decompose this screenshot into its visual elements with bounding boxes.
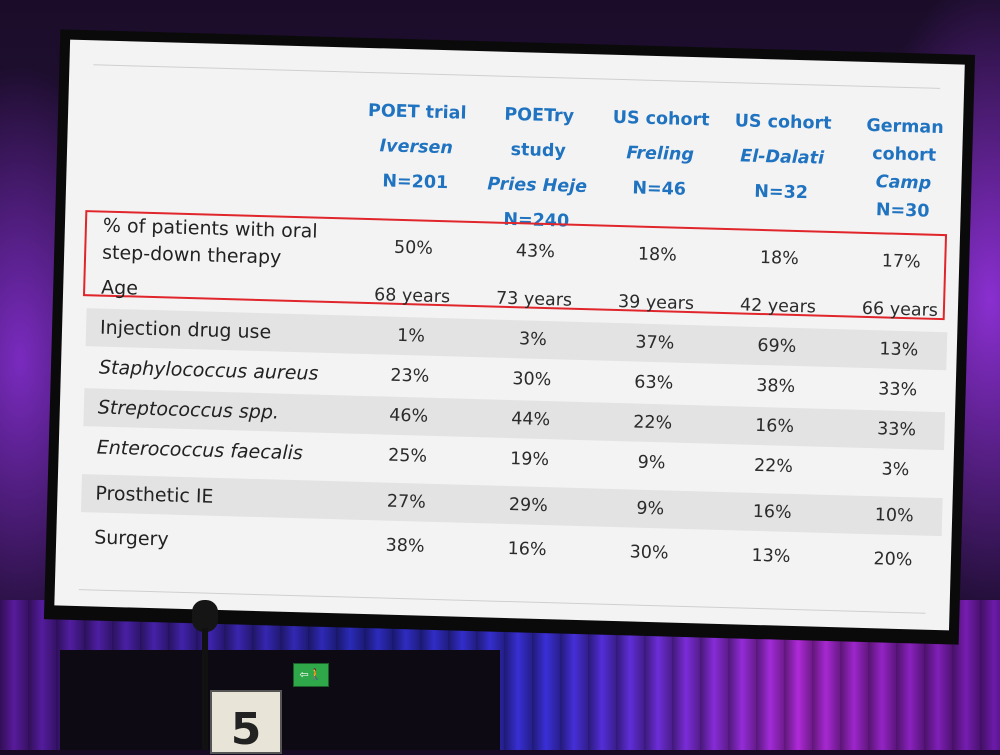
exit-sign-icon: ⇦🚶	[293, 663, 329, 687]
column-n: N=201	[382, 171, 449, 194]
table-cell: 9%	[636, 498, 665, 520]
column-name-line1: German	[866, 115, 944, 139]
column-header-poetry-study: POETry study Pries Heje N=240	[477, 97, 599, 240]
column-author: Pries Heje	[487, 174, 588, 198]
table-cell: 19%	[509, 449, 550, 471]
row-label: Streptococcus spp.	[97, 396, 280, 424]
table-cell: 3%	[881, 459, 910, 481]
row-label: Age	[100, 276, 139, 300]
row-label: Surgery	[93, 526, 169, 551]
table-cell: 23%	[390, 365, 430, 387]
table-cell: 1%	[396, 325, 426, 347]
top-rule	[93, 64, 941, 89]
table-cell: 33%	[877, 379, 918, 401]
column-name: POET trial	[367, 100, 467, 124]
table-cell: 30%	[512, 369, 552, 391]
table-cell: 9%	[637, 452, 666, 474]
table-cell: 66 years	[861, 298, 939, 321]
column-author: Camp	[875, 172, 932, 194]
table-cell: 73 years	[495, 288, 573, 311]
table-cell: 37%	[635, 332, 675, 354]
column-n: N=30	[875, 200, 930, 222]
table-cell: 63%	[634, 372, 674, 394]
table-cell: 13%	[879, 339, 919, 361]
microphone-stem	[202, 628, 208, 750]
table-cell: 29%	[508, 495, 549, 517]
projection-screen: POET trial Iversen N=201 POETry study Pr…	[54, 39, 965, 631]
column-author: El-Dalati	[739, 146, 825, 169]
table-cell: 30%	[629, 542, 669, 564]
projection-screen-frame: POET trial Iversen N=201 POETry study Pr…	[43, 29, 976, 645]
column-author: Iversen	[379, 136, 454, 159]
stand-number-sign: 5	[210, 690, 282, 755]
row-label: Enterococcus faecalis	[96, 436, 304, 465]
row-label: Prosthetic IE	[95, 482, 214, 508]
table-cell: 38%	[755, 375, 796, 397]
microphone-head	[192, 600, 218, 632]
column-name: US cohort	[734, 111, 832, 134]
table-cell: 16%	[754, 415, 795, 437]
row-label: Injection drug use	[99, 316, 272, 344]
table-cell: 25%	[387, 445, 428, 467]
table-cell: 10%	[874, 505, 914, 527]
table-cell: 22%	[753, 455, 794, 477]
table-cell: 27%	[386, 491, 427, 513]
table-cell: 16%	[507, 539, 547, 561]
stand-number: 5	[230, 704, 262, 755]
column-header-german-cohort: German cohort Camp N=30	[843, 111, 964, 226]
table-cell: 33%	[876, 419, 917, 441]
microphone	[192, 600, 218, 750]
table-cell: 20%	[873, 549, 913, 571]
column-n: N=46	[632, 178, 687, 200]
column-author: Freling	[626, 143, 695, 166]
column-name: US cohort	[612, 107, 710, 131]
table-cell: 16%	[752, 501, 792, 523]
table-cell: 39 years	[617, 292, 695, 315]
column-name: POETry study	[504, 104, 575, 162]
table-cell: 42 years	[739, 295, 817, 318]
column-header-us-cohort-el-dalati: US cohort El-Dalati N=32	[722, 104, 843, 212]
column-name-line2: cohort	[872, 144, 937, 166]
column-header-poet-trial: POET trial Iversen N=201	[356, 94, 477, 202]
table-cell: 69%	[757, 335, 797, 358]
table-cell: 68 years	[373, 285, 451, 308]
table-cell: 44%	[510, 409, 551, 431]
table-cell: 3%	[518, 329, 548, 351]
row-label: Staphylococcus aureus	[98, 356, 319, 385]
column-header-us-cohort-freling: US cohort Freling N=46	[600, 101, 721, 209]
column-n: N=32	[754, 181, 809, 204]
table-cell: 13%	[751, 545, 791, 567]
table-cell: 22%	[632, 412, 673, 434]
table-cell: 38%	[385, 535, 425, 557]
table-cell: 46%	[389, 405, 429, 427]
